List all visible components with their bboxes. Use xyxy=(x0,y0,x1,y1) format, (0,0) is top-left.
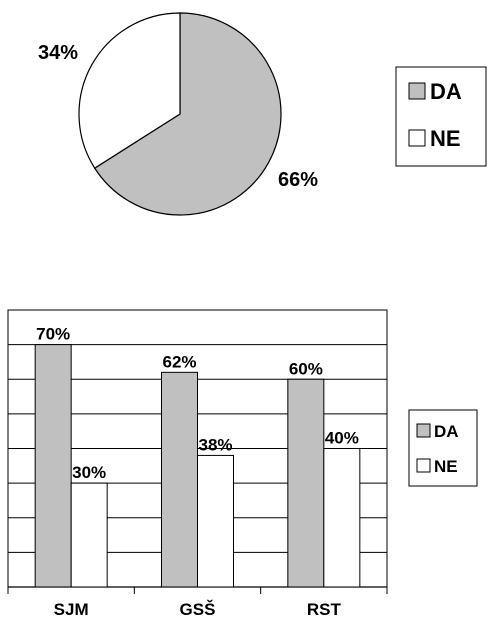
pie-label-da: 66% xyxy=(278,169,318,191)
bar-ne-1 xyxy=(70,482,108,588)
x-tick-label-3: RST xyxy=(307,600,342,619)
bar-legend: DA NE xyxy=(408,409,478,487)
pie-slice-da xyxy=(93,12,282,216)
bar-ne-3 xyxy=(323,448,361,588)
bar-ne-2 xyxy=(197,454,234,588)
x-axis-tick-labels: SJM GSŠ RST xyxy=(54,600,342,619)
bar-legend-label-ne: NE xyxy=(434,457,458,476)
bar-value-label-da-3: 60% xyxy=(289,359,323,378)
bar-legend-swatch-da xyxy=(416,423,431,438)
pie-legend-swatch-da xyxy=(408,82,426,100)
bar-value-label-ne-2: 38% xyxy=(198,435,232,454)
pie-legend-label-da: DA xyxy=(430,79,462,104)
pie-slice-ne xyxy=(78,12,181,169)
bar-value-labels: 70% 62% 60% 30% 38% 40% xyxy=(36,325,359,483)
bar-da-1 xyxy=(34,344,72,588)
bar-legend-label-da: DA xyxy=(434,422,459,441)
pie-chart: 66% 34% xyxy=(38,12,318,216)
pie-label-ne: 34% xyxy=(38,42,78,64)
bar-value-label-da-1: 70% xyxy=(36,325,70,344)
pie-legend-label-ne: NE xyxy=(430,126,461,151)
pie-legend: DA NE xyxy=(395,66,487,167)
bar-chart: 70% 62% 60% 30% 38% 40% SJM GSŠ RST xyxy=(7,309,388,619)
x-tick-label-1: SJM xyxy=(54,600,89,619)
bar-da-2 xyxy=(161,371,198,588)
x-axis-ticks xyxy=(7,587,388,594)
bar-series xyxy=(34,344,361,588)
bar-value-label-da-2: 62% xyxy=(162,352,196,371)
bar-value-label-ne-1: 30% xyxy=(72,463,106,482)
x-tick-label-2: GSŠ xyxy=(180,600,216,619)
pie-legend-swatch-ne xyxy=(408,129,426,147)
bar-legend-swatch-ne xyxy=(416,458,431,473)
bar-legend-frame xyxy=(408,409,478,487)
bar-da-3 xyxy=(287,378,325,588)
bar-value-label-ne-3: 40% xyxy=(325,429,359,448)
